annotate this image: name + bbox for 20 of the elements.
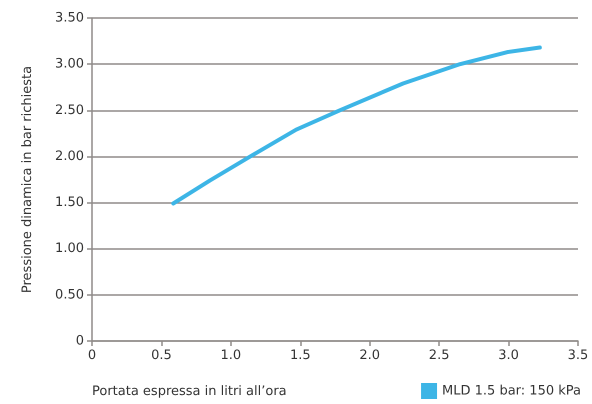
x-tick-label: 2.5 [428, 348, 450, 363]
y-tick-label: 0.50 [55, 287, 84, 302]
x-tick-label: 0 [88, 348, 96, 363]
x-tick-label: 0.5 [151, 348, 172, 363]
y-tick-label: 0 [76, 334, 84, 348]
y-tick-label: 1.00 [55, 241, 84, 256]
x-tick-label: 3.5 [568, 348, 588, 363]
legend-label: MLD 1.5 bar: 150 kPa [442, 384, 582, 398]
x-axis-title: Portata espressa in litri all’ora [92, 384, 287, 399]
y-tick-label: 1.50 [55, 195, 84, 210]
y-tick-label: 2.50 [55, 102, 84, 118]
x-tick-label: 1.5 [290, 348, 311, 363]
x-tick-label: 2.0 [359, 348, 380, 363]
line-series [171, 46, 542, 206]
x-tick-label: 3.0 [498, 348, 519, 363]
y-tick-label: 3.50 [55, 10, 84, 26]
y-tick-label: 2.00 [55, 148, 84, 164]
y-tick-label: 3.00 [55, 56, 84, 72]
y-axis-title: Pressione dinamica in bar richiesta [20, 66, 35, 294]
x-tick-label: 1.0 [220, 348, 242, 363]
